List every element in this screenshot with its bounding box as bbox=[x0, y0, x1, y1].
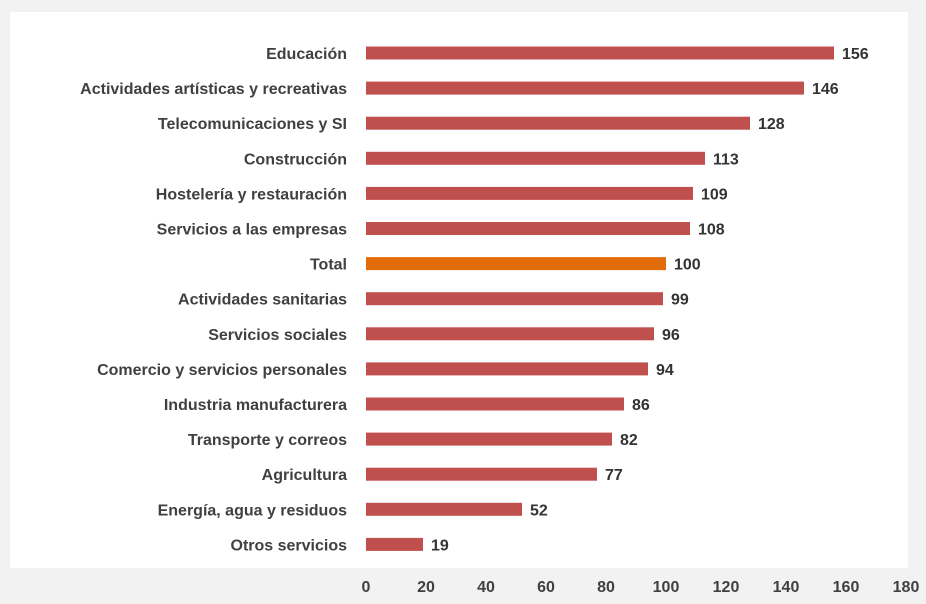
value-label: 109 bbox=[701, 186, 728, 203]
x-tick-label: 100 bbox=[653, 579, 680, 596]
value-label: 19 bbox=[431, 537, 449, 554]
value-label: 113 bbox=[713, 151, 739, 168]
bar bbox=[366, 537, 423, 551]
value-label: 146 bbox=[812, 81, 839, 98]
category-label: Agricultura bbox=[262, 467, 347, 484]
value-label: 99 bbox=[671, 292, 689, 309]
bar bbox=[366, 116, 750, 130]
x-tick-label: 180 bbox=[893, 579, 920, 596]
category-label: Construcción bbox=[244, 151, 347, 168]
value-label: 156 bbox=[842, 46, 869, 63]
bar bbox=[366, 432, 612, 446]
value-label: 100 bbox=[674, 257, 701, 274]
bar-highlight bbox=[366, 257, 666, 271]
category-label: Hostelería y restauración bbox=[156, 186, 347, 203]
bar bbox=[366, 397, 624, 411]
value-label: 77 bbox=[605, 467, 623, 484]
bar bbox=[366, 327, 654, 341]
bar bbox=[366, 292, 663, 306]
bar bbox=[366, 46, 834, 60]
value-label: 128 bbox=[758, 116, 785, 133]
category-label: Servicios sociales bbox=[208, 327, 347, 344]
category-label: Telecomunicaciones y SI bbox=[158, 116, 347, 133]
bar bbox=[366, 502, 522, 516]
x-tick-label: 120 bbox=[713, 579, 740, 596]
x-tick-label: 0 bbox=[362, 579, 371, 596]
value-label: 94 bbox=[656, 362, 674, 379]
category-label: Energía, agua y residuos bbox=[158, 502, 348, 519]
category-label: Otros servicios bbox=[231, 537, 348, 554]
category-label: Industria manufacturera bbox=[164, 397, 347, 414]
value-label: 108 bbox=[698, 222, 725, 239]
x-tick-label: 60 bbox=[537, 579, 555, 596]
bar bbox=[366, 222, 690, 235]
x-tick-label: 40 bbox=[477, 579, 495, 596]
bar bbox=[366, 81, 804, 95]
x-tick-label: 140 bbox=[773, 579, 800, 596]
category-label: Comercio y servicios personales bbox=[97, 362, 347, 379]
category-label: Transporte y correos bbox=[188, 432, 347, 449]
category-label: Educación bbox=[266, 46, 347, 63]
category-label: Servicios a las empresas bbox=[157, 222, 347, 239]
value-label: 86 bbox=[632, 397, 650, 414]
category-label: Actividades sanitarias bbox=[178, 292, 347, 309]
x-tick-label: 20 bbox=[417, 579, 435, 596]
bar bbox=[366, 362, 648, 376]
value-label: 82 bbox=[620, 432, 638, 449]
bar bbox=[366, 151, 705, 165]
value-label: 96 bbox=[662, 327, 680, 344]
bar bbox=[366, 467, 597, 481]
bar bbox=[366, 186, 693, 200]
x-tick-label: 80 bbox=[597, 579, 615, 596]
x-tick-label: 160 bbox=[833, 579, 860, 596]
category-label: Total bbox=[310, 257, 347, 274]
category-label: Actividades artísticas y recreativas bbox=[80, 81, 347, 98]
value-label: 52 bbox=[530, 502, 548, 519]
